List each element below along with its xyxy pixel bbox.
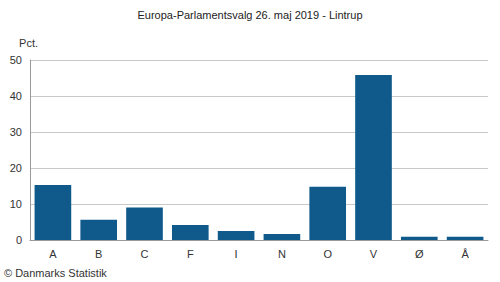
- svg-text:O: O: [323, 248, 332, 260]
- svg-text:10: 10: [10, 198, 22, 210]
- svg-text:Europa-Parlamentsvalg 26. maj: Europa-Parlamentsvalg 26. maj 2019 - Lin…: [137, 9, 362, 21]
- svg-text:20: 20: [10, 162, 22, 174]
- svg-text:C: C: [141, 248, 149, 260]
- svg-text:Å: Å: [461, 248, 469, 260]
- svg-text:N: N: [278, 248, 286, 260]
- svg-text:V: V: [370, 248, 378, 260]
- svg-text:0: 0: [16, 234, 22, 246]
- svg-text:© Danmarks Statistik: © Danmarks Statistik: [4, 267, 107, 279]
- svg-text:I: I: [235, 248, 238, 260]
- svg-text:50: 50: [10, 54, 22, 66]
- svg-text:30: 30: [10, 126, 22, 138]
- svg-text:B: B: [95, 248, 102, 260]
- svg-text:40: 40: [10, 90, 22, 102]
- svg-text:Ø: Ø: [415, 248, 424, 260]
- svg-text:Pct.: Pct.: [19, 37, 38, 49]
- svg-text:A: A: [49, 248, 57, 260]
- svg-text:F: F: [187, 248, 194, 260]
